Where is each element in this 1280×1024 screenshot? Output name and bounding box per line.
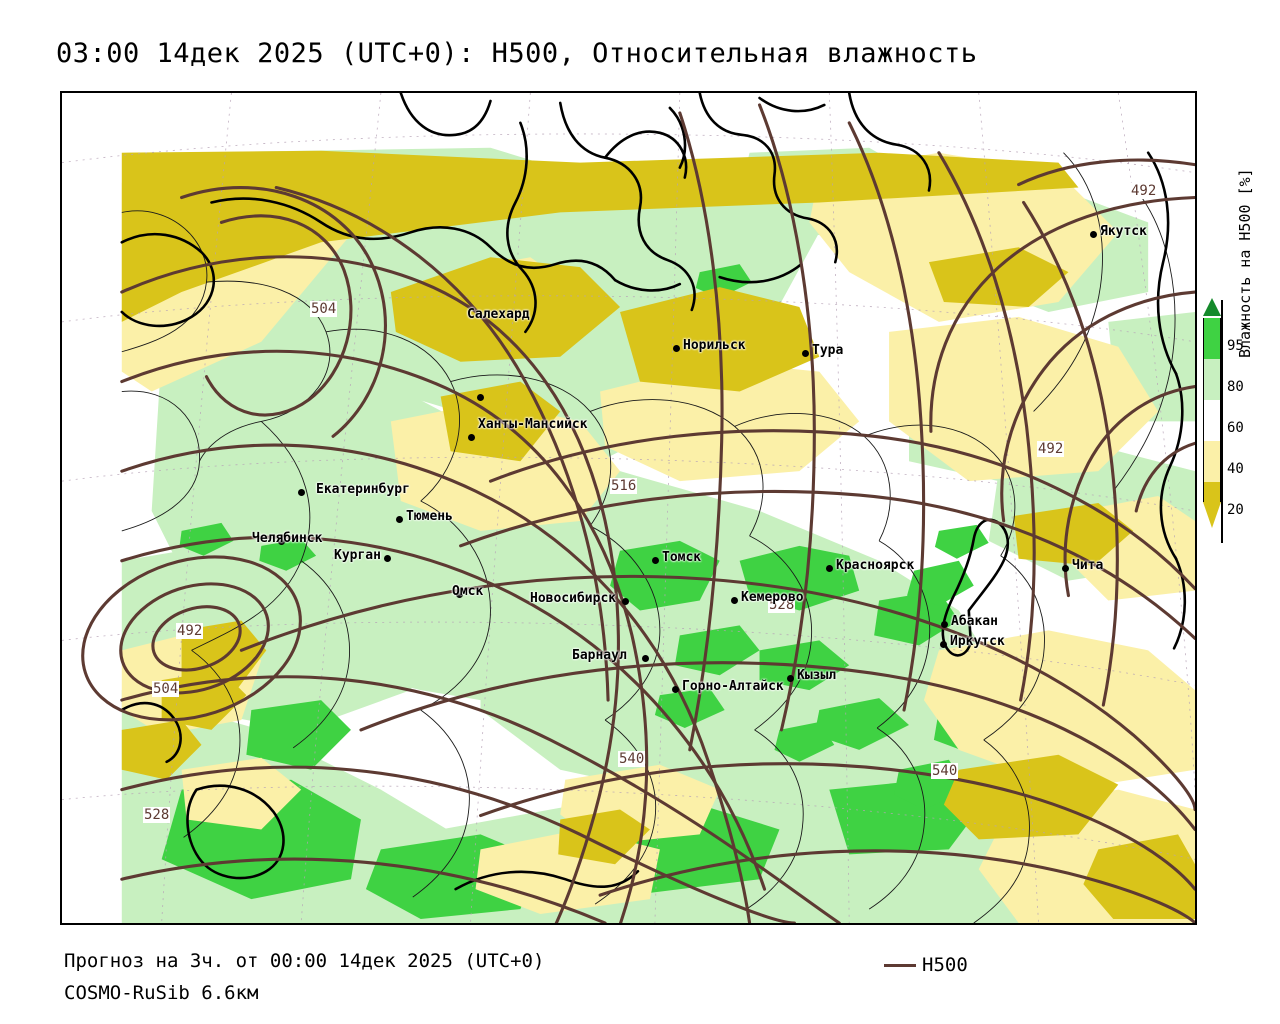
colorbar-arrow-bottom xyxy=(1203,502,1221,528)
colorbar-title: Влажность на H500 [%] xyxy=(1236,168,1254,358)
city-dot xyxy=(1090,231,1097,238)
contour-label: 504 xyxy=(152,681,180,697)
contour-label: 504 xyxy=(310,301,338,317)
contour-label: 528 xyxy=(143,807,171,823)
city-label: Горно-Алтайск xyxy=(682,679,784,694)
contour-label: 492 xyxy=(1130,183,1158,199)
city-dot xyxy=(456,591,463,598)
contour-label: 540 xyxy=(618,751,646,767)
city-label: Кызыл xyxy=(797,668,837,683)
city-label: Иркутск xyxy=(950,634,1005,649)
city-label: Якутск xyxy=(1100,224,1147,239)
city-label: Барнаул xyxy=(572,648,627,663)
city-label: Салехард xyxy=(467,307,530,322)
colorbar-tick-80: 80 xyxy=(1227,379,1244,395)
h500-legend-line-icon xyxy=(884,964,916,967)
city-label: Новосибирск xyxy=(530,591,617,606)
colorbar-tick-40: 40 xyxy=(1227,461,1244,477)
page-title: 03:00 14дек 2025 (UTC+0): H500, Относите… xyxy=(56,38,978,69)
city-dot xyxy=(477,394,484,401)
colorbar-segment-20 xyxy=(1203,482,1221,502)
city-dot xyxy=(298,489,305,496)
city-dot xyxy=(731,597,738,604)
contour-label: 492 xyxy=(1037,441,1065,457)
colorbar-segment-60 xyxy=(1203,400,1221,441)
city-dot xyxy=(826,565,833,572)
city-label: Норильск xyxy=(683,338,746,353)
city-dot xyxy=(468,434,475,441)
city-dot xyxy=(1062,565,1069,572)
city-label: Красноярск xyxy=(836,558,915,573)
city-label: Абакан xyxy=(951,614,998,629)
city-dot xyxy=(802,350,809,357)
city-dot xyxy=(940,641,947,648)
city-dot xyxy=(673,345,680,352)
city-label: Тюмень xyxy=(406,509,453,524)
city-label: Тура xyxy=(812,343,844,358)
city-dot xyxy=(642,655,649,662)
city-dot xyxy=(384,555,391,562)
colorbar-segment-40 xyxy=(1203,441,1221,482)
city-label: Чита xyxy=(1072,558,1104,573)
city-label: Челябинск xyxy=(252,531,323,546)
city-label: Омск xyxy=(452,584,484,599)
city-dot xyxy=(622,598,629,605)
city-label: Курган xyxy=(334,548,381,563)
city-dot xyxy=(672,686,679,693)
map-canvas[interactable] xyxy=(62,93,1195,923)
colorbar[interactable] xyxy=(1203,298,1221,528)
colorbar-segment-95 xyxy=(1203,318,1221,359)
h500-legend-label: H500 xyxy=(922,954,968,976)
city-dot xyxy=(941,621,948,628)
city-dot xyxy=(278,538,285,545)
city-label: Ханты-Мансийск xyxy=(478,417,588,432)
city-dot xyxy=(787,675,794,682)
map-frame[interactable]: 504 516 492 504 528 528 540 540 492 492 … xyxy=(60,91,1197,925)
city-dot xyxy=(652,557,659,564)
city-label: Кемерово xyxy=(741,590,804,605)
city-label: Томск xyxy=(662,550,702,565)
model-name-line: COSMO-RuSib 6.6км xyxy=(64,982,259,1004)
forecast-info-line: Прогноз на 3ч. от 00:00 14дек 2025 (UTC+… xyxy=(64,950,545,972)
colorbar-axis xyxy=(1221,300,1223,543)
contour-label: 540 xyxy=(931,763,959,779)
colorbar-tick-95: 95 xyxy=(1227,338,1244,354)
city-dot xyxy=(396,516,403,523)
contour-label: 528 xyxy=(768,597,796,613)
colorbar-tick-60: 60 xyxy=(1227,420,1244,436)
colorbar-segment-80 xyxy=(1203,359,1221,400)
contour-label: 492 xyxy=(176,623,204,639)
colorbar-tick-20: 20 xyxy=(1227,502,1244,518)
city-label: Екатеринбург xyxy=(316,482,410,497)
colorbar-arrow-top xyxy=(1203,298,1221,316)
contour-label: 516 xyxy=(610,478,638,494)
